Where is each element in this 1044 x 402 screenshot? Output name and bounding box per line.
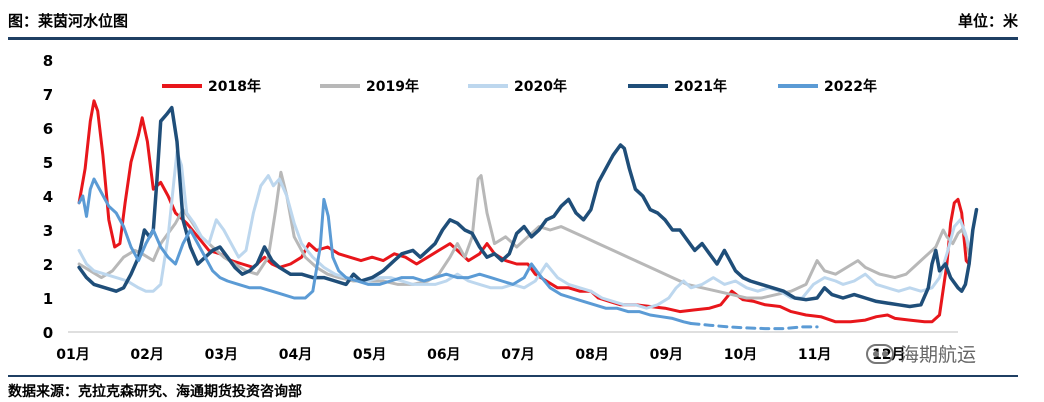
x-tick-label: 06月 (427, 347, 460, 363)
series-line (77, 105, 979, 309)
watermark-text: 海期航运 (900, 344, 977, 366)
series-line (77, 99, 971, 324)
x-tick-label: 03月 (205, 347, 238, 363)
y-tick-label: 6 (43, 120, 53, 138)
wechat-icon (866, 343, 894, 364)
source-note: 数据来源：克拉克森研究、海通期货投资咨询部 (8, 384, 302, 400)
unit-label: 单位：米 (957, 12, 1018, 30)
x-tick-label: 09月 (650, 347, 683, 363)
series-lines (77, 99, 979, 331)
x-tick-label: 11月 (798, 347, 831, 363)
series-line (77, 170, 971, 300)
series-line (77, 150, 971, 310)
y-tick-label: 0 (43, 324, 53, 342)
bottom-rule (8, 375, 1018, 377)
y-tick-labels: 0 1 2 3 4 5 6 7 8 (43, 52, 53, 342)
y-tick-label: 1 (43, 290, 53, 308)
y-tick-label: 8 (43, 52, 53, 70)
top-rule (8, 37, 1018, 40)
legend: 2018年 2019年 2020年 2021年 2022年 (162, 78, 877, 95)
legend-label: 2022年 (824, 78, 877, 95)
x-tick-label: 02月 (130, 347, 163, 363)
y-tick-label: 5 (43, 154, 53, 172)
x-tick-label: 07月 (501, 347, 534, 363)
watermark: 海期航运 (866, 340, 976, 367)
x-tick-label: 08月 (575, 347, 608, 363)
y-tick-label: 3 (43, 222, 53, 240)
y-tick-label: 4 (43, 188, 53, 206)
y-tick-label: 7 (43, 86, 53, 104)
series-line-2022-forecast (689, 322, 819, 331)
x-tick-labels: 01月 02月 03月 04月 05月 06月 07月 08月 09月 10月 11月 12月 (56, 347, 905, 363)
legend-label: 2018年 (208, 78, 261, 95)
y-tick-label: 2 (43, 256, 53, 274)
x-tick-label: 10月 (724, 347, 757, 363)
legend-label: 2020年 (514, 78, 567, 95)
x-tick-label: 04月 (279, 347, 312, 363)
chart-caption: 图：莱茵河水位图 (8, 12, 129, 30)
series-line (77, 177, 693, 325)
x-tick-label: 01月 (56, 347, 89, 363)
x-tick-label: 05月 (353, 347, 386, 363)
water-level-chart: 0 1 2 3 4 5 6 7 8 01月 02月 03月 04月 05月 06月 07月 08月 09月 10月… (43, 52, 979, 363)
legend-label: 2019年 (366, 78, 419, 95)
legend-label: 2021年 (674, 78, 727, 95)
